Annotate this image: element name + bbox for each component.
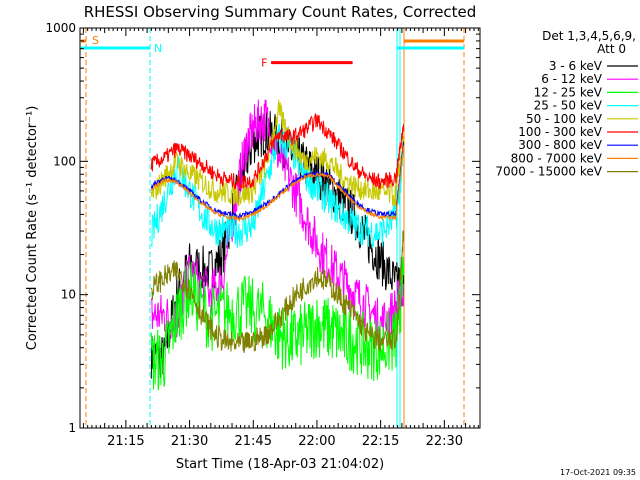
x-tick-label: 21:15: [107, 434, 144, 449]
series-line: [150, 99, 405, 345]
x-axis-label: Start Time (18-Apr-03 21:04:02): [176, 457, 384, 472]
legend-label: 6 - 12 keV: [541, 72, 603, 86]
legend-header-line-2: Att 0: [597, 42, 626, 56]
legend-label: 25 - 50 keV: [534, 99, 603, 113]
legend-header-line-1: Det 1,3,4,5,6,9,: [542, 29, 636, 43]
legend-label: 300 - 800 keV: [518, 138, 602, 152]
chart-title: RHESSI Observing Summary Count Rates, Co…: [84, 3, 477, 21]
legend-label: 7000 - 15000 keV: [495, 165, 602, 179]
legend-label: 800 - 7000 keV: [511, 151, 603, 165]
flare-flag-label: F: [261, 57, 267, 70]
legend-label: 3 - 6 keV: [549, 59, 603, 73]
plot-frame: [79, 27, 481, 429]
y-tick-label: 1000: [45, 21, 76, 35]
x-tick-label: 22:00: [298, 434, 335, 449]
y-tick-label: 100: [53, 154, 76, 168]
y-tick-label: 1: [68, 421, 76, 435]
x-tick-label: 22:15: [362, 434, 399, 449]
footer-date: 17-Oct-2021 09:35: [560, 468, 636, 477]
x-tick-label: 21:45: [235, 434, 272, 449]
legend-label: 100 - 300 keV: [518, 125, 602, 139]
legend-label: 50 - 100 keV: [526, 112, 603, 126]
x-tick-label: 22:30: [426, 434, 463, 449]
plot-area: F S N 1 10 100 1000 21:15 21:30 21:45 22:00 22:15…: [45, 21, 481, 449]
legend-label: 12 - 25 keV: [534, 85, 603, 99]
series-line: [150, 230, 405, 354]
series-line: [150, 123, 405, 249]
series-line: [150, 99, 405, 208]
x-tick-label: 21:30: [171, 434, 208, 449]
night-flag-label: N: [154, 42, 162, 55]
series-line: [150, 146, 405, 222]
y-axis-label: Corrected Count Rate (s⁻¹ detector⁻¹): [25, 106, 40, 351]
saa-flag-label: S: [92, 34, 99, 47]
y-tick-label: 10: [61, 288, 76, 302]
series-line: [150, 113, 405, 190]
